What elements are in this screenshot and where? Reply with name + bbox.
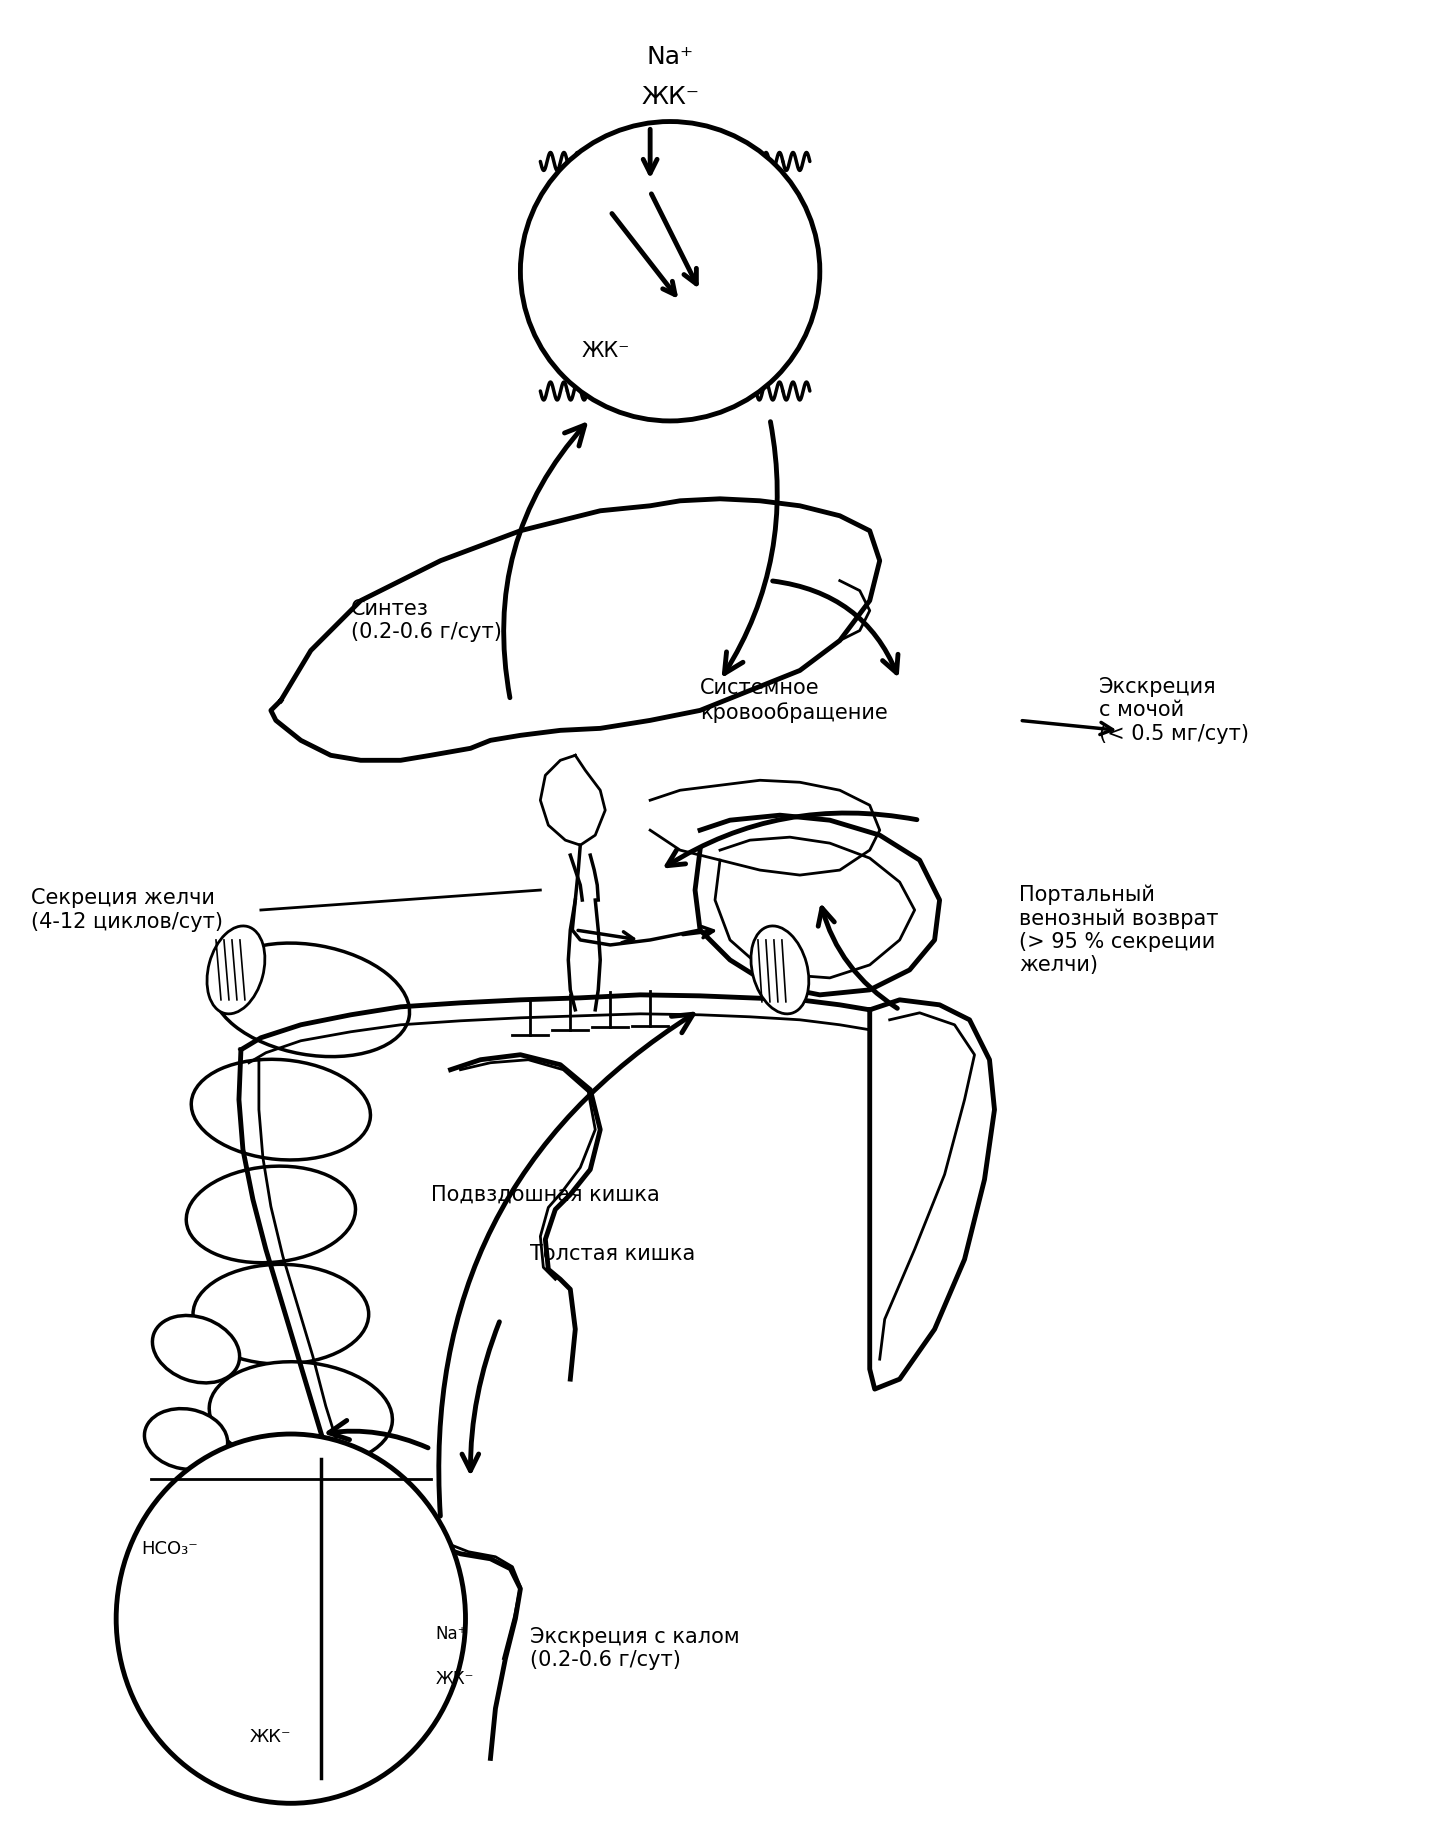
Text: Портальный
венозный возврат
(> 95 % секреции
желчи): Портальный венозный возврат (> 95 % секр… [1020,884,1219,976]
Text: Na⁺: Na⁺ [647,44,693,68]
Polygon shape [270,499,879,761]
Ellipse shape [144,1409,228,1469]
Text: ЖК⁻: ЖК⁻ [250,1728,292,1746]
Ellipse shape [153,1315,240,1383]
Polygon shape [695,814,940,994]
Ellipse shape [751,926,809,1014]
Polygon shape [649,779,879,875]
Text: Синтез
(0.2-0.6 г/сут): Синтез (0.2-0.6 г/сут) [350,600,501,642]
Ellipse shape [206,926,264,1014]
Ellipse shape [193,1264,369,1364]
Text: Секреция желчи
(4-12 циклов/сут): Секреция желчи (4-12 циклов/сут) [32,888,224,932]
Text: ЖК⁻: ЖК⁻ [581,341,629,361]
Ellipse shape [116,1434,465,1803]
Polygon shape [541,756,606,845]
Ellipse shape [192,1060,371,1159]
Circle shape [520,121,819,422]
Text: ЖК⁻: ЖК⁻ [436,1669,474,1687]
Text: Na⁺: Na⁺ [436,1625,466,1643]
Text: Экскреция с калом
(0.2-0.6 г/сут): Экскреция с калом (0.2-0.6 г/сут) [530,1627,740,1671]
Text: Системное
кровообращение: Системное кровообращение [700,679,888,723]
Text: Толстая кишка: Толстая кишка [530,1243,696,1264]
Text: ЖК⁻: ЖК⁻ [641,84,699,108]
Ellipse shape [212,943,410,1056]
Text: Подвздошная кишка: Подвздошная кишка [430,1185,660,1205]
Ellipse shape [209,1361,392,1467]
Ellipse shape [186,1166,356,1264]
Text: Экскреция
с мочой
(< 0.5 мг/сут): Экскреция с мочой (< 0.5 мг/сут) [1100,677,1250,743]
Text: HCO₃⁻: HCO₃⁻ [141,1541,198,1557]
